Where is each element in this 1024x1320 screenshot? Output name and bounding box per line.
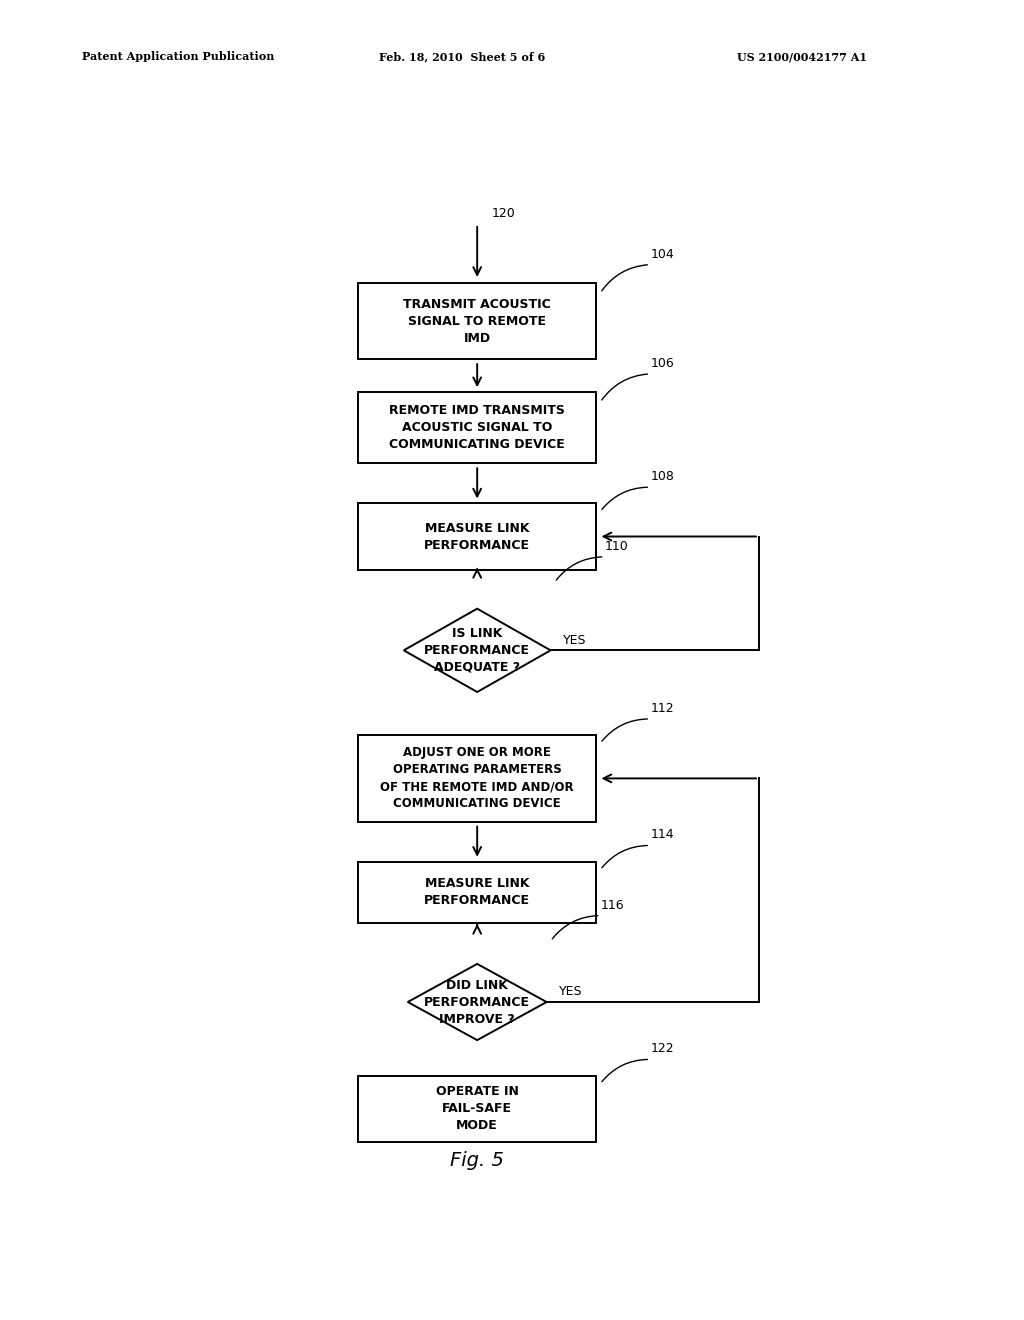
Text: 114: 114	[650, 829, 674, 841]
Text: ADJUST ONE OR MORE
OPERATING PARAMETERS
OF THE REMOTE IMD AND/OR
COMMUNICATING D: ADJUST ONE OR MORE OPERATING PARAMETERS …	[380, 746, 574, 810]
Text: US 2100/0042177 A1: US 2100/0042177 A1	[737, 51, 867, 62]
Text: 108: 108	[650, 470, 674, 483]
Polygon shape	[408, 964, 547, 1040]
Text: YES: YES	[558, 985, 582, 998]
Text: NO: NO	[486, 742, 506, 755]
Bar	[358, 282, 596, 359]
Text: DID LINK
PERFORMANCE
IMPROVE ?: DID LINK PERFORMANCE IMPROVE ?	[424, 978, 530, 1026]
Bar	[358, 392, 596, 463]
Text: Feb. 18, 2010  Sheet 5 of 6: Feb. 18, 2010 Sheet 5 of 6	[379, 51, 545, 62]
Text: 104: 104	[650, 248, 674, 260]
Bar	[358, 862, 596, 923]
Text: Fig. 5: Fig. 5	[451, 1151, 504, 1170]
Polygon shape	[403, 609, 551, 692]
Text: REMOTE IMD TRANSMITS
ACOUSTIC SIGNAL TO
COMMUNICATING DEVICE: REMOTE IMD TRANSMITS ACOUSTIC SIGNAL TO …	[389, 404, 565, 451]
Text: IS LINK
PERFORMANCE
ADEQUATE ?: IS LINK PERFORMANCE ADEQUATE ?	[424, 627, 530, 673]
Text: YES: YES	[562, 634, 586, 647]
Text: 112: 112	[650, 702, 674, 715]
Text: MEASURE LINK
PERFORMANCE: MEASURE LINK PERFORMANCE	[424, 521, 530, 552]
Text: 106: 106	[650, 356, 674, 370]
Text: NO: NO	[486, 1086, 506, 1100]
Text: TRANSMIT ACOUSTIC
SIGNAL TO REMOTE
IMD: TRANSMIT ACOUSTIC SIGNAL TO REMOTE IMD	[403, 297, 551, 345]
Text: Patent Application Publication: Patent Application Publication	[82, 51, 274, 62]
Text: 122: 122	[650, 1043, 674, 1056]
Text: OPERATE IN
FAIL-SAFE
MODE: OPERATE IN FAIL-SAFE MODE	[436, 1085, 518, 1133]
Text: 120: 120	[492, 207, 515, 220]
Bar	[358, 503, 596, 569]
Bar	[358, 1076, 596, 1142]
Text: MEASURE LINK
PERFORMANCE: MEASURE LINK PERFORMANCE	[424, 878, 530, 907]
Bar	[358, 735, 596, 821]
Text: 110: 110	[604, 540, 629, 553]
Text: 116: 116	[601, 899, 625, 912]
